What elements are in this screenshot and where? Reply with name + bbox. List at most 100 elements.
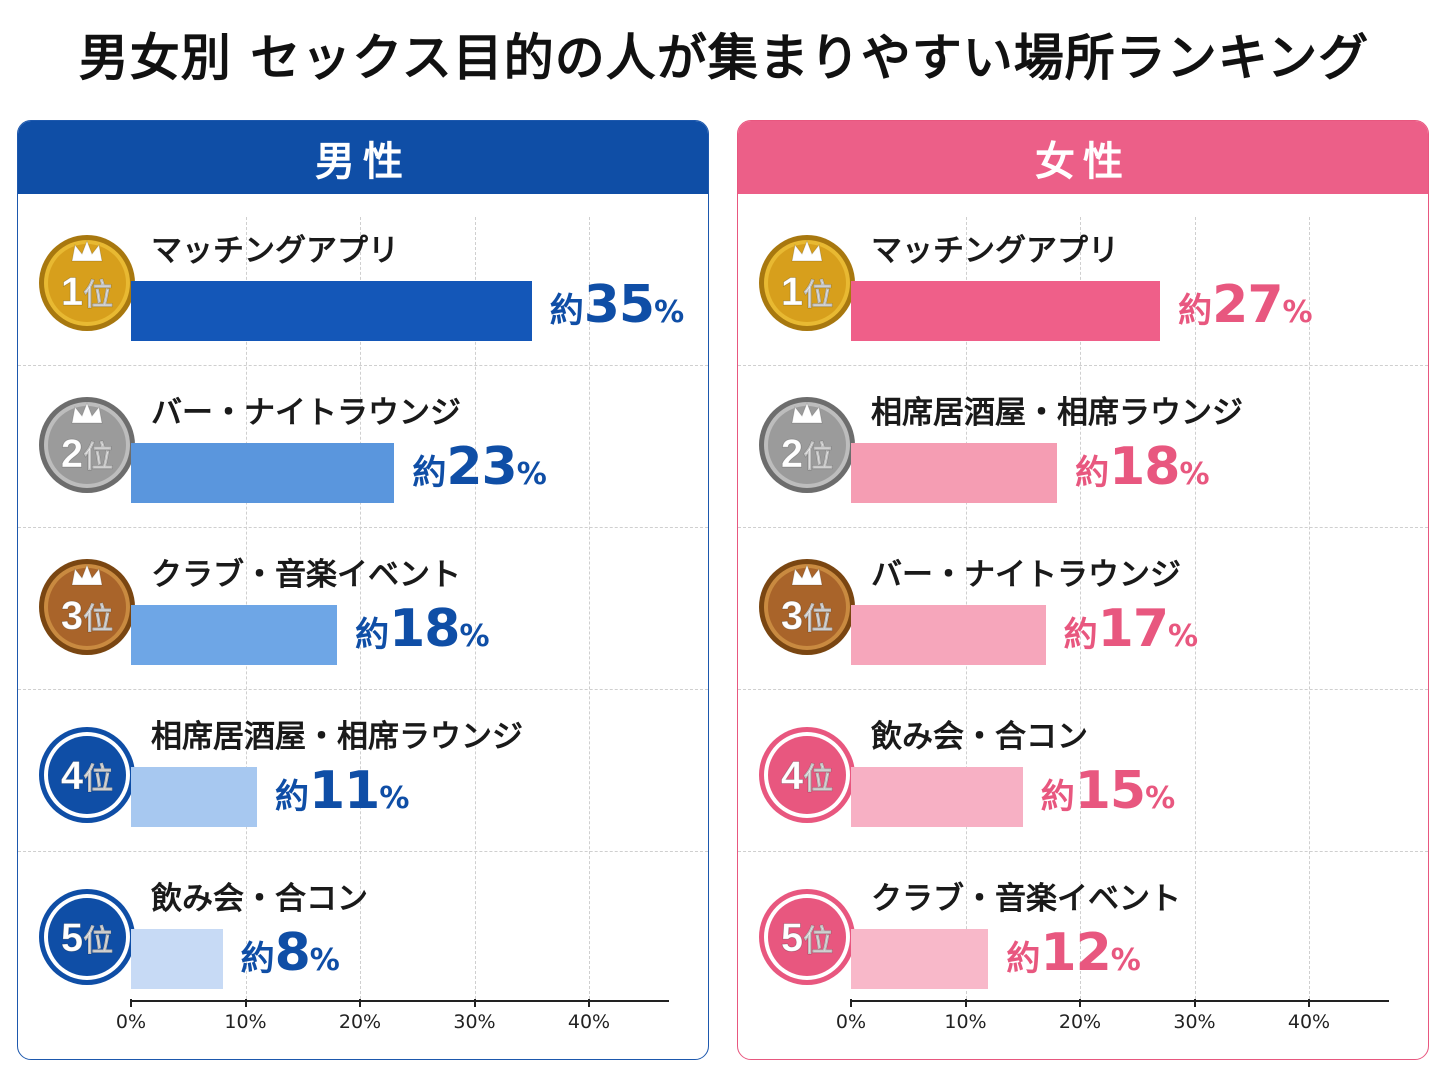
bar-category-label: 飲み会・合コン — [151, 881, 368, 917]
gold-medal-icon: 1位 — [39, 235, 135, 331]
row-separator — [738, 365, 1428, 366]
bar-category-label: 相席居酒屋・相席ラウンジ — [151, 719, 523, 755]
value-prefix: 約 — [412, 453, 447, 493]
bronze-medal-icon: 3位 — [39, 559, 135, 655]
male-ranking-panel: 男性 0% 10% 20% 30% 40% 1位 マッチングアプリ 約35% 2位 バー・ナイトラ… — [17, 120, 709, 1060]
bar — [131, 443, 395, 503]
value-number: 17 — [1097, 599, 1169, 659]
ranking-row: 4位 飲み会・合コン約15% — [738, 711, 1428, 871]
value-number: 35 — [583, 275, 655, 335]
value-prefix: 約 — [355, 615, 390, 655]
female-ranking-panel: 女性 0% 10% 20% 30% 40% 1位 マッチングアプリ 約27% 2位 相席居酒屋・相… — [737, 120, 1429, 1060]
rank-badge-icon: 5位 — [39, 889, 135, 985]
x-axis-tick-label: 10% — [944, 1011, 987, 1033]
x-axis-tick-label: 10% — [224, 1011, 267, 1033]
value-number: 18 — [389, 599, 460, 659]
rank-medal: 4位 — [758, 717, 856, 827]
bar-value-label: 約18% — [1075, 437, 1209, 497]
rank-medal: 1位 — [38, 225, 136, 335]
silver-medal-icon: 2位 — [759, 397, 855, 493]
row-separator — [18, 851, 708, 852]
rank-medal: 3位 — [758, 549, 856, 659]
rank-medal: 1位 — [758, 225, 856, 335]
value-unit: % — [309, 943, 340, 978]
silver-medal-icon: 2位 — [39, 397, 135, 493]
rank-label: 5位 — [781, 916, 833, 960]
bar-value-label: 約23% — [412, 437, 546, 497]
bar-category-label: マッチングアプリ — [871, 233, 1119, 269]
x-axis-tick — [473, 999, 476, 1007]
rank-medal: 3位 — [38, 549, 136, 659]
page-title: 男女別 セックス目的の人が集まりやすい場所ランキング — [78, 29, 1370, 87]
value-number: 27 — [1212, 275, 1283, 335]
x-axis-tick-label: 30% — [1173, 1011, 1216, 1033]
value-prefix: 約 — [1040, 777, 1075, 817]
value-prefix: 約 — [274, 777, 309, 817]
bar — [851, 605, 1046, 665]
male-panel-header: 男性 — [18, 121, 708, 194]
female-panel-header: 女性 — [738, 121, 1428, 194]
row-separator — [738, 689, 1428, 690]
bar — [131, 929, 223, 989]
value-prefix: 約 — [1006, 939, 1041, 979]
x-axis-tick — [130, 999, 132, 1007]
ranking-row: 4位 相席居酒屋・相席ラウンジ 約11% — [18, 711, 708, 871]
rank-label: 2位 — [61, 432, 113, 476]
bar-value-label: 約27% — [1178, 275, 1312, 335]
bar-category-label: 飲み会・合コン — [871, 719, 1088, 755]
row-separator — [18, 527, 708, 528]
x-axis-line — [851, 1000, 1389, 1002]
vertical-gridline — [1080, 217, 1081, 999]
x-axis-tick-label: 40% — [1287, 1011, 1331, 1033]
x-axis-tick-label: 40% — [567, 1011, 611, 1033]
value-unit: % — [1110, 943, 1141, 978]
value-prefix: 約 — [240, 939, 275, 979]
row-separator — [18, 365, 708, 366]
crown-icon — [791, 401, 823, 424]
rank-label: 4位 — [781, 754, 833, 798]
value-prefix: 約 — [1063, 615, 1098, 655]
value-number: 23 — [446, 437, 517, 497]
vertical-gridline — [1194, 217, 1196, 999]
value-unit: % — [516, 457, 547, 492]
bar — [851, 443, 1058, 503]
crown-icon — [791, 239, 823, 262]
bar — [131, 605, 338, 665]
bronze-medal-icon: 3位 — [759, 559, 855, 655]
x-axis-tick — [1079, 999, 1081, 1007]
crown-icon — [71, 563, 103, 586]
ranking-row: 5位 飲み会・合コン 約8% — [18, 873, 708, 1033]
bar — [851, 929, 989, 989]
ranking-row: 3位 クラブ・音楽イベント 約18% — [18, 549, 708, 709]
value-unit: % — [1168, 619, 1199, 654]
rank-label: 1位 — [61, 270, 113, 314]
x-axis-tick-label: 0% — [115, 1011, 147, 1033]
x-axis-tick-label: 30% — [453, 1011, 496, 1033]
crown-icon — [71, 401, 103, 424]
x-axis-line — [131, 1000, 669, 1002]
crown-icon — [791, 563, 823, 586]
rank-label: 1位 — [781, 270, 833, 314]
bar — [851, 767, 1023, 827]
rank-label: 3位 — [781, 594, 833, 638]
x-axis-tick — [359, 999, 361, 1007]
bar-value-label: 約12% — [1006, 923, 1140, 983]
bar-category-label: バー・ナイトラウンジ — [151, 395, 461, 431]
ranking-row: 3位 バー・ナイトラウンジ 約17% — [738, 549, 1428, 709]
rank-medal: 2位 — [758, 387, 856, 497]
value-unit: % — [379, 781, 410, 816]
bar — [131, 767, 257, 827]
rank-badge-icon: 4位 — [759, 727, 855, 823]
bar-value-label: 約17% — [1064, 599, 1198, 659]
value-number: 18 — [1109, 437, 1180, 497]
bar — [851, 281, 1161, 341]
value-prefix: 約 — [1075, 453, 1110, 493]
rank-medal: 2位 — [38, 387, 136, 497]
ranking-row: 2位 相席居酒屋・相席ラウンジ 約18% — [738, 387, 1428, 547]
x-axis-tick — [244, 999, 247, 1007]
bar-value-label: 約15% — [1041, 761, 1175, 821]
rank-badge-icon: 4位 — [39, 727, 135, 823]
value-prefix: 約 — [549, 291, 584, 331]
bar-category-label: クラブ・音楽イベント — [871, 881, 1181, 917]
x-axis-tick — [1308, 999, 1310, 1007]
